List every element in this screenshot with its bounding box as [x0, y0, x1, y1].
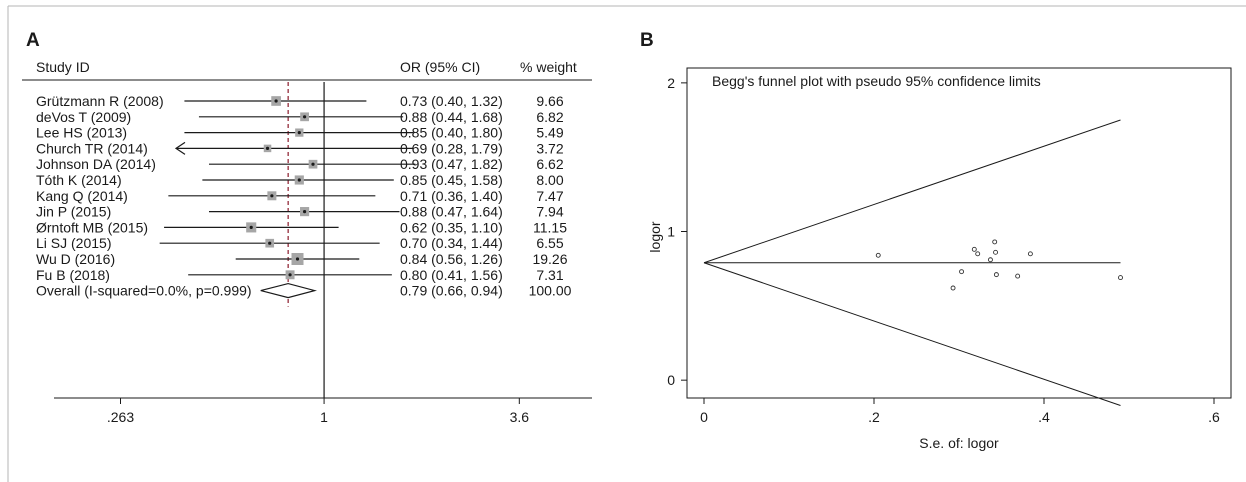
weight-value: 6.82 — [536, 109, 563, 125]
point-estimate — [265, 146, 270, 150]
study-point — [971, 246, 977, 252]
lower-confidence-limit — [703, 262, 1121, 406]
y-axis-tick-label: 1 — [667, 224, 675, 240]
weight-value: 3.72 — [536, 140, 563, 156]
study-id-header: Study ID — [36, 59, 90, 75]
or-ci-value: 0.88 (0.44, 1.68) — [400, 109, 503, 125]
or-ci-value: 0.71 (0.36, 1.40) — [400, 188, 503, 204]
study-label: Lee HS (2013) — [36, 125, 127, 141]
study-label: Jin P (2015) — [36, 204, 111, 220]
x-axis-tick-label: 0 — [700, 409, 708, 425]
overall-diamond — [260, 282, 317, 299]
or-ci-value: 0.80 (0.41, 1.56) — [400, 267, 503, 283]
point-estimate — [274, 99, 278, 103]
study-point — [1118, 275, 1123, 281]
point-estimate — [268, 241, 272, 245]
or-ci-value: 0.93 (0.47, 1.82) — [400, 156, 503, 172]
study-point — [959, 269, 964, 275]
study-label: Wu D (2016) — [36, 251, 115, 267]
x-axis-tick-label: 3.6 — [510, 409, 530, 425]
point-estimate — [297, 178, 301, 182]
study-label: deVos T (2009) — [36, 109, 131, 125]
weight-value: 6.55 — [536, 235, 563, 251]
study-label: Fu B (2018) — [36, 267, 110, 283]
study-label: Johnson DA (2014) — [36, 156, 156, 172]
x-axis-tick-label: .2 — [868, 409, 880, 425]
or-ci-value: 0.70 (0.34, 1.44) — [400, 235, 503, 251]
study-point — [1015, 273, 1021, 279]
or-ci-value: 0.85 (0.40, 1.80) — [400, 125, 503, 141]
weight-header: % weight — [520, 59, 577, 75]
x-axis-tick-label: .263 — [107, 409, 134, 425]
overall-label: Overall (I-squared=0.0%, p=0.999) — [36, 283, 252, 299]
funnel-x-label: S.e. of: logor — [919, 435, 999, 451]
point-estimate — [302, 210, 307, 214]
point-estimate — [311, 162, 315, 166]
panel-b-letter: B — [640, 30, 654, 51]
x-axis-tick-label: 1 — [320, 409, 328, 425]
weight-value: 8.00 — [536, 172, 563, 188]
weight-value: 7.47 — [536, 188, 563, 204]
weight-value: 19.26 — [532, 251, 567, 267]
or-ci-value: 0.85 (0.45, 1.58) — [400, 172, 503, 188]
study-point — [950, 285, 956, 291]
overall-or-ci-value: 0.79 (0.66, 0.94) — [400, 283, 503, 299]
funnel-title: Begg's funnel plot with pseudo 95% confi… — [712, 73, 1041, 89]
or-ci-value: 0.88 (0.47, 1.64) — [400, 204, 503, 220]
or-ci-value: 0.84 (0.56, 1.26) — [400, 251, 503, 267]
or-ci-value: 0.62 (0.35, 1.10) — [400, 219, 503, 235]
weight-value: 7.31 — [536, 267, 563, 283]
funnel-plot-area — [686, 67, 1232, 399]
ci-truncation-arrow — [174, 141, 186, 155]
study-point — [975, 251, 981, 257]
weight-value: 9.66 — [536, 93, 563, 109]
y-axis-tick-label: 0 — [667, 372, 675, 388]
study-point — [993, 272, 999, 278]
x-axis-tick-label: .4 — [1038, 409, 1050, 425]
y-axis-tick-label: 2 — [667, 75, 675, 91]
point-estimate — [249, 225, 253, 229]
x-axis-tick-label: .6 — [1208, 409, 1220, 425]
study-label: Tóth K (2014) — [36, 172, 122, 188]
upper-confidence-limit — [703, 119, 1121, 264]
point-estimate — [302, 115, 307, 119]
point-estimate — [295, 257, 300, 261]
forest-plot-panel: A Study ID OR (95% CI) % weight Grützman… — [22, 30, 592, 425]
study-label: Church TR (2014) — [36, 140, 148, 156]
weight-value: 6.62 — [536, 156, 563, 172]
or-ci-value: 0.73 (0.40, 1.32) — [400, 93, 503, 109]
study-point — [1027, 251, 1033, 257]
study-label: Grützmann R (2008) — [36, 93, 164, 109]
study-label: Li SJ (2015) — [36, 235, 111, 251]
study-label: Kang Q (2014) — [36, 188, 128, 204]
study-point — [993, 249, 998, 255]
point-estimate — [288, 273, 292, 277]
or-ci-value: 0.69 (0.28, 1.79) — [400, 140, 503, 156]
point-estimate — [297, 131, 301, 135]
weight-value: 7.94 — [536, 204, 563, 220]
study-point — [988, 257, 993, 263]
or-ci-header: OR (95% CI) — [400, 59, 480, 75]
funnel-y-label: logor — [647, 221, 663, 252]
study-point — [992, 239, 998, 245]
overall-weight-value: 100.00 — [529, 283, 572, 299]
point-estimate — [270, 194, 274, 198]
weight-value: 11.15 — [533, 219, 567, 235]
study-label: Ørntoft MB (2015) — [36, 219, 148, 235]
panel-a-letter: A — [26, 30, 40, 51]
study-point — [875, 252, 881, 258]
weight-value: 5.49 — [536, 125, 563, 141]
funnel-plot-panel: B Begg's funnel plot with pseudo 95% con… — [640, 30, 1232, 451]
